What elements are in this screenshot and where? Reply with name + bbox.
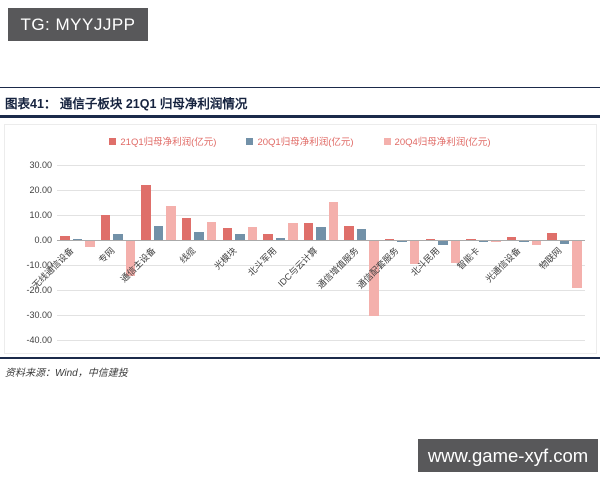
- chart-frame: [4, 124, 597, 354]
- legend-label: 20Q1归母净利润(亿元): [257, 137, 354, 148]
- legend-swatch-icon: [383, 137, 391, 145]
- legend-item: 20Q4归母净利润(亿元): [383, 134, 491, 148]
- title-bottom-rule: [0, 115, 600, 118]
- source-note: 资料来源：Wind，中信建投: [5, 368, 128, 379]
- figure-bottom-rule: [0, 357, 600, 359]
- title-top-rule: [0, 87, 600, 88]
- website-watermark: www.game-xyf.com: [418, 439, 598, 472]
- legend-label: 20Q4归母净利润(亿元): [394, 137, 491, 148]
- legend-label: 21Q1归母净利润(亿元): [120, 137, 217, 148]
- legend-swatch-icon: [109, 137, 117, 145]
- legend-item: 20Q1归母净利润(亿元): [246, 134, 354, 148]
- legend-swatch-icon: [246, 137, 254, 145]
- telegram-watermark: TG: MYYJJPP: [8, 8, 148, 41]
- chart-legend: 21Q1归母净利润(亿元) 20Q1归母净利润(亿元) 20Q4归母净利润(亿元): [0, 134, 600, 148]
- legend-item: 21Q1归母净利润(亿元): [109, 134, 216, 148]
- figure-title: 图表41： 通信子板块 21Q1 归母净利润情况: [5, 97, 248, 111]
